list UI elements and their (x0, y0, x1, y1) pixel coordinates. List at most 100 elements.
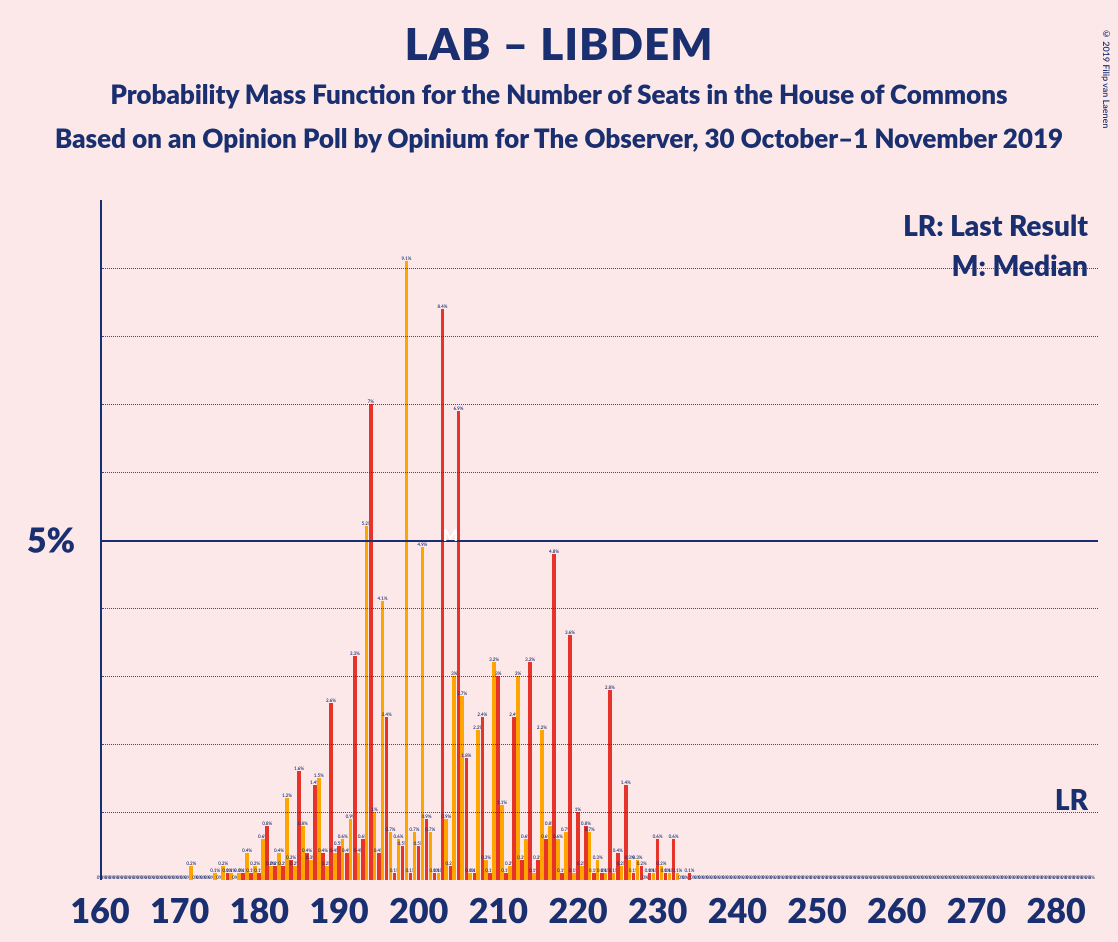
bar-value-label: 6.9% (453, 406, 463, 411)
x-axis-label: 170 (150, 890, 209, 931)
bar-series-2: 4.9% (421, 547, 425, 880)
x-axis-label: 270 (947, 890, 1006, 931)
bar-series-2: 0.1% (468, 873, 472, 880)
bar-value-label: 3.2% (525, 657, 535, 662)
bar-value-label: 0% (1089, 875, 1095, 880)
chart-subtitle-1: Probability Mass Function for the Number… (0, 78, 1118, 110)
bar-value-label: 0.7% (425, 827, 435, 832)
copyright-text: © 2019 Filip van Laenen (1101, 28, 1112, 128)
bar-series-2: 0.9% (349, 819, 353, 880)
bar-series-2: 0.1% (668, 873, 672, 880)
x-axis-label: 180 (230, 890, 289, 931)
bar-value-label: 0.9% (441, 814, 451, 819)
bar-value-label: 0.6% (338, 834, 348, 839)
gridline-minor (102, 472, 1098, 473)
bar-series-2: 0.1% (604, 873, 608, 880)
bar-value-label: 0.8% (298, 821, 308, 826)
gridline-minor (102, 336, 1098, 337)
bar-series-2: 0.2% (325, 866, 329, 880)
bar-value-label: 8.4% (438, 304, 448, 309)
bar-value-label: 0.1% (210, 868, 220, 873)
bar-value-label: 0.7% (585, 827, 595, 832)
bar-series-2: 3.2% (492, 662, 496, 880)
bar-value-label: 0.8% (581, 821, 591, 826)
bar-value-label: 0.1% (685, 868, 695, 873)
bar-value-label: 0.3% (633, 855, 643, 860)
bar-series-2: 0.6% (524, 839, 528, 880)
bar-value-label: 1.8% (461, 753, 471, 758)
x-axis-label: 220 (548, 890, 607, 931)
bar-value-label: 1.4% (621, 780, 631, 785)
bar-series-2: 0.1% (612, 873, 616, 880)
bar-series-2: 2.7% (460, 696, 464, 880)
bar-value-label: 0.2% (186, 861, 196, 866)
bar-value-label: 2.4% (382, 712, 392, 717)
bar-value-label: 0.7% (409, 827, 419, 832)
bar-series-2: 0.7% (564, 832, 568, 880)
bar-value-label: 0.2% (637, 861, 647, 866)
bar-value-label: 0.3% (481, 855, 491, 860)
gridline-minor (102, 608, 1098, 609)
bar-value-label: 0.2% (218, 861, 228, 866)
bar-series-2: 9.1% (405, 261, 409, 880)
bar-value-label: 0.4% (274, 848, 284, 853)
bar-series-2: 4.1% (381, 601, 385, 880)
bar-series-2: 0.6% (556, 839, 560, 880)
x-axis-label: 250 (788, 890, 847, 931)
bar-series-2: 0.2% (269, 866, 273, 880)
bar-series-2: 1.5% (317, 778, 321, 880)
bar-series-2: 2.2% (476, 730, 480, 880)
bar-value-label: 0.4% (302, 848, 312, 853)
bar-value-label: 3.3% (350, 651, 360, 656)
bar-value-label: 4.1% (378, 596, 388, 601)
chart-main-title: LAB – LIBDEM (0, 18, 1118, 70)
bar-series-1: 8.4% (441, 309, 445, 880)
x-axis-label: 230 (628, 890, 687, 931)
bar-value-label: 4.9% (417, 542, 427, 547)
bar-value-label: 2.2% (537, 725, 547, 730)
bar-value-label: 0.3% (593, 855, 603, 860)
bar-series-2: 1.2% (285, 798, 289, 880)
bar-value-label: 1.5% (314, 773, 324, 778)
x-axis-label: 210 (469, 890, 528, 931)
x-axis-label: 260 (867, 890, 926, 931)
bar-value-label: 2.7% (457, 691, 467, 696)
bar-series-2: 0.4% (245, 853, 249, 880)
bar-series-2: 0.6% (261, 839, 265, 880)
gridline-minor (102, 676, 1098, 677)
bar-value-label: 1.6% (294, 766, 304, 771)
bar-series-2: 0.4% (277, 853, 281, 880)
bar-series-2: 3% (452, 676, 456, 880)
gridline-minor (102, 268, 1098, 269)
chart-subtitle-2: Based on an Opinion Poll by Opinium for … (0, 122, 1118, 154)
bar-series-2: 0.3% (309, 860, 313, 880)
bar-value-label: 0.2% (656, 861, 666, 866)
gridline-minor (102, 812, 1098, 813)
chart-plot-area: LR: Last Result M: Median LR 0%0%0%0%0%0… (100, 200, 1100, 880)
gridline-minor (102, 404, 1098, 405)
bar-value-label: 2.4% (477, 712, 487, 717)
bar-value-label: 0.4% (318, 848, 328, 853)
bar-value-label: 0.6% (553, 834, 563, 839)
bar-series-2: 0.1% (237, 873, 241, 880)
bar-series-2: 0.2% (580, 866, 584, 880)
bar-series-1: 4.8% (552, 554, 556, 880)
bar-series-1: 3.6% (568, 635, 572, 880)
bar-series-2: 0.7% (413, 832, 417, 880)
x-axis-label: 280 (1027, 890, 1086, 931)
bar-value-label: 3.6% (565, 630, 575, 635)
bar-series-1: 3.2% (528, 662, 532, 880)
bar-value-label: 2.6% (326, 698, 336, 703)
y-axis-label-5pct: 5% (27, 520, 75, 561)
bar-value-label: 0.7% (386, 827, 396, 832)
bar-value-label: 0.8% (262, 821, 272, 826)
bar-series-2: 0.1% (652, 873, 656, 880)
bar-series-2: 0.2% (620, 866, 624, 880)
bar-value-label: 0.6% (669, 834, 679, 839)
bar-series-2: 2.2% (540, 730, 544, 880)
bar-series-2: 3% (516, 676, 520, 880)
bar-value-label: 3.2% (489, 657, 499, 662)
bar-value-label: 0.2% (250, 861, 260, 866)
bar-series-2: 0.2% (508, 866, 512, 880)
bar-value-label: 0.1% (672, 868, 682, 873)
